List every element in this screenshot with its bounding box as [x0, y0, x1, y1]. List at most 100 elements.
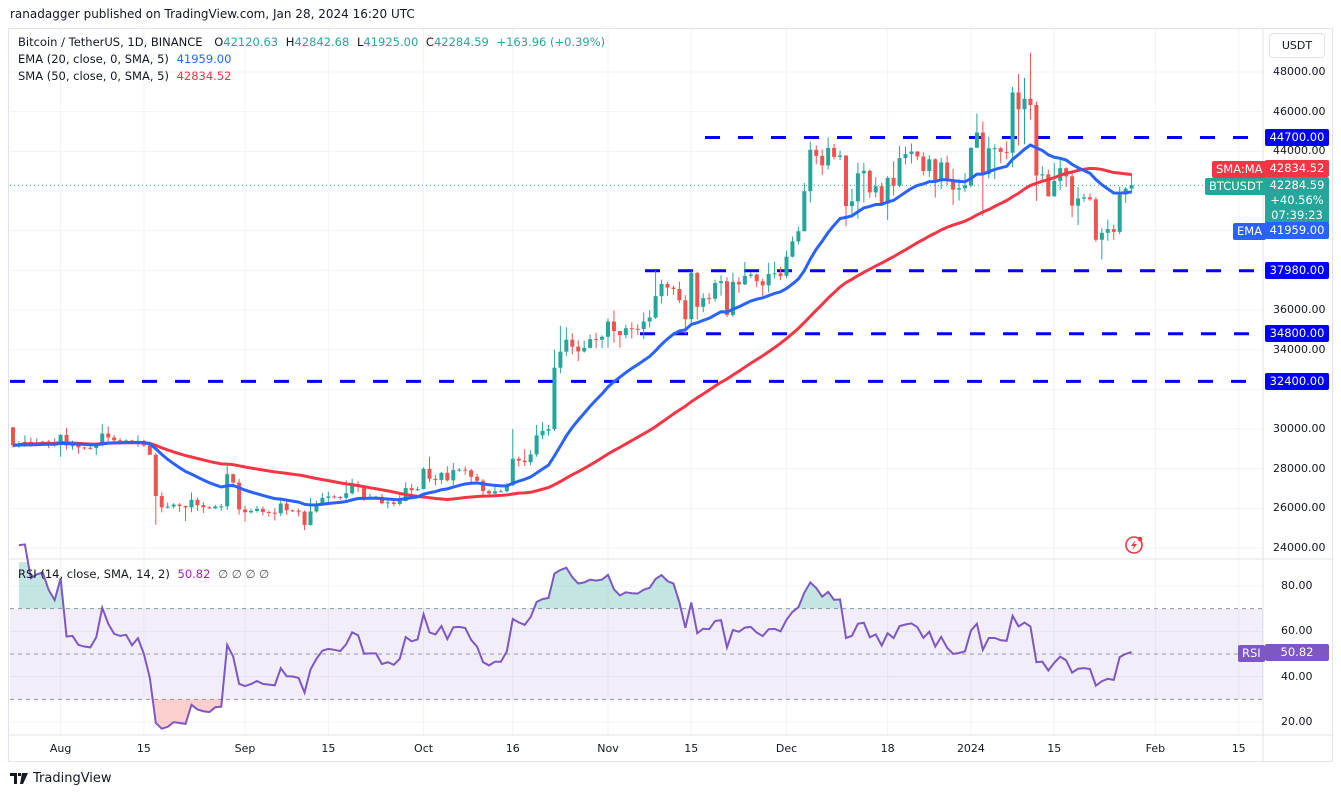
- footer[interactable]: TradingView: [10, 771, 112, 786]
- candle-body: [1117, 194, 1122, 232]
- price-axis-label: 46000.00: [1273, 104, 1326, 118]
- currency-button[interactable]: USDT: [1269, 33, 1325, 58]
- close-value: 42284.59: [433, 35, 489, 49]
- candle-body: [278, 503, 283, 514]
- close-label: C: [425, 35, 434, 49]
- time-axis-label: Nov: [597, 742, 619, 755]
- rsi-axis-label: 40.00: [1281, 669, 1313, 683]
- candle: [165, 502, 170, 509]
- candle: [1010, 86, 1015, 168]
- candle: [1076, 187, 1081, 226]
- candle: [1082, 193, 1086, 202]
- candle-body: [451, 470, 456, 481]
- candle: [635, 324, 640, 335]
- candle-body: [921, 156, 926, 171]
- candle: [659, 279, 664, 304]
- candle: [570, 333, 575, 355]
- time-axis-label: 2024: [956, 742, 985, 755]
- candle-body: [338, 497, 343, 499]
- ema-legend[interactable]: EMA (20, close, 0, SMA, 5) 41959.00: [18, 52, 235, 66]
- price-axis-label: 28000.00: [1273, 461, 1326, 475]
- candle: [1028, 52, 1033, 120]
- candle: [260, 506, 265, 516]
- candle-body: [873, 186, 878, 193]
- candle-body: [546, 429, 551, 431]
- price-axis-label: 48000.00: [1273, 65, 1326, 78]
- candle: [159, 492, 164, 513]
- publisher-line: ranadagger published on TradingView.com,…: [10, 7, 415, 21]
- candle: [314, 500, 319, 513]
- candle: [1016, 73, 1021, 146]
- footer-brand: TradingView: [33, 771, 112, 786]
- level-price-label: 37980.00: [1265, 262, 1329, 280]
- sma-label: SMA (50, close, 0, SMA, 5): [18, 69, 169, 83]
- candle: [885, 176, 890, 221]
- candle-body: [397, 500, 402, 504]
- candle-body: [832, 147, 837, 157]
- symbol-tag: BTCUSDT: [1205, 178, 1267, 195]
- ema-tag: EMA: [1233, 223, 1267, 240]
- candle-body: [492, 491, 497, 494]
- candle-body: [760, 281, 765, 286]
- candle-body: [784, 256, 789, 276]
- candle-body: [939, 162, 944, 181]
- candle: [814, 145, 819, 165]
- time-axis-label: Aug: [49, 742, 72, 755]
- candle: [772, 261, 777, 279]
- candle-body: [647, 317, 652, 322]
- candle-body: [1099, 232, 1104, 240]
- candle-body: [195, 499, 200, 506]
- lightning-icon[interactable]: [1125, 536, 1143, 554]
- candle-body: [641, 321, 646, 330]
- candle: [760, 278, 765, 297]
- symbol-legend[interactable]: Bitcoin / TetherUS, 1D, BINANCE O42120.6…: [18, 35, 609, 49]
- symbol-name: Bitcoin / TetherUS, 1D, BINANCE: [18, 35, 203, 49]
- candle: [510, 428, 515, 487]
- tradingview-logo-icon: [10, 773, 28, 784]
- ema-label: EMA (20, close, 0, SMA, 5): [18, 52, 169, 66]
- candle: [784, 250, 789, 278]
- candle: [332, 495, 337, 499]
- ema-20-line: [12, 143, 1132, 507]
- candle-body: [153, 454, 158, 497]
- candle-body: [671, 287, 676, 289]
- candle-body: [415, 489, 420, 491]
- candle-body: [974, 132, 979, 148]
- candle-body: [748, 274, 753, 276]
- candle: [611, 310, 616, 343]
- candle-body: [522, 460, 527, 463]
- candle: [451, 462, 456, 485]
- sma-legend[interactable]: SMA (50, close, 0, SMA, 5) 42834.52: [18, 69, 235, 83]
- candle: [498, 489, 503, 493]
- candle: [861, 162, 866, 203]
- candle: [481, 478, 486, 498]
- sma-50-line: [12, 166, 1132, 502]
- candle: [980, 121, 985, 216]
- horizontal-levels: [10, 135, 1262, 383]
- candle-body: [600, 336, 605, 340]
- candle: [385, 499, 390, 509]
- candle: [1034, 101, 1039, 201]
- candle-body: [933, 159, 938, 181]
- candle: [201, 502, 206, 513]
- candle-body: [927, 159, 932, 171]
- candle: [588, 334, 593, 349]
- candle: [1123, 187, 1128, 203]
- candle: [766, 262, 771, 293]
- candle-body: [290, 510, 295, 512]
- candle: [939, 157, 944, 190]
- candle: [552, 349, 557, 431]
- candle-body: [945, 162, 950, 180]
- candle-body: [838, 155, 843, 157]
- candle-body: [189, 499, 194, 508]
- candle: [778, 266, 783, 281]
- candle-body: [701, 298, 706, 307]
- candle: [1093, 197, 1098, 242]
- candle: [153, 453, 158, 525]
- candle: [528, 450, 533, 466]
- candle-body: [617, 331, 622, 336]
- candle: [183, 505, 188, 522]
- rsi-legend[interactable]: RSI (14, close, SMA, 14, 2) 50.82 ∅ ∅ ∅ …: [18, 567, 273, 581]
- candle-body: [576, 346, 581, 352]
